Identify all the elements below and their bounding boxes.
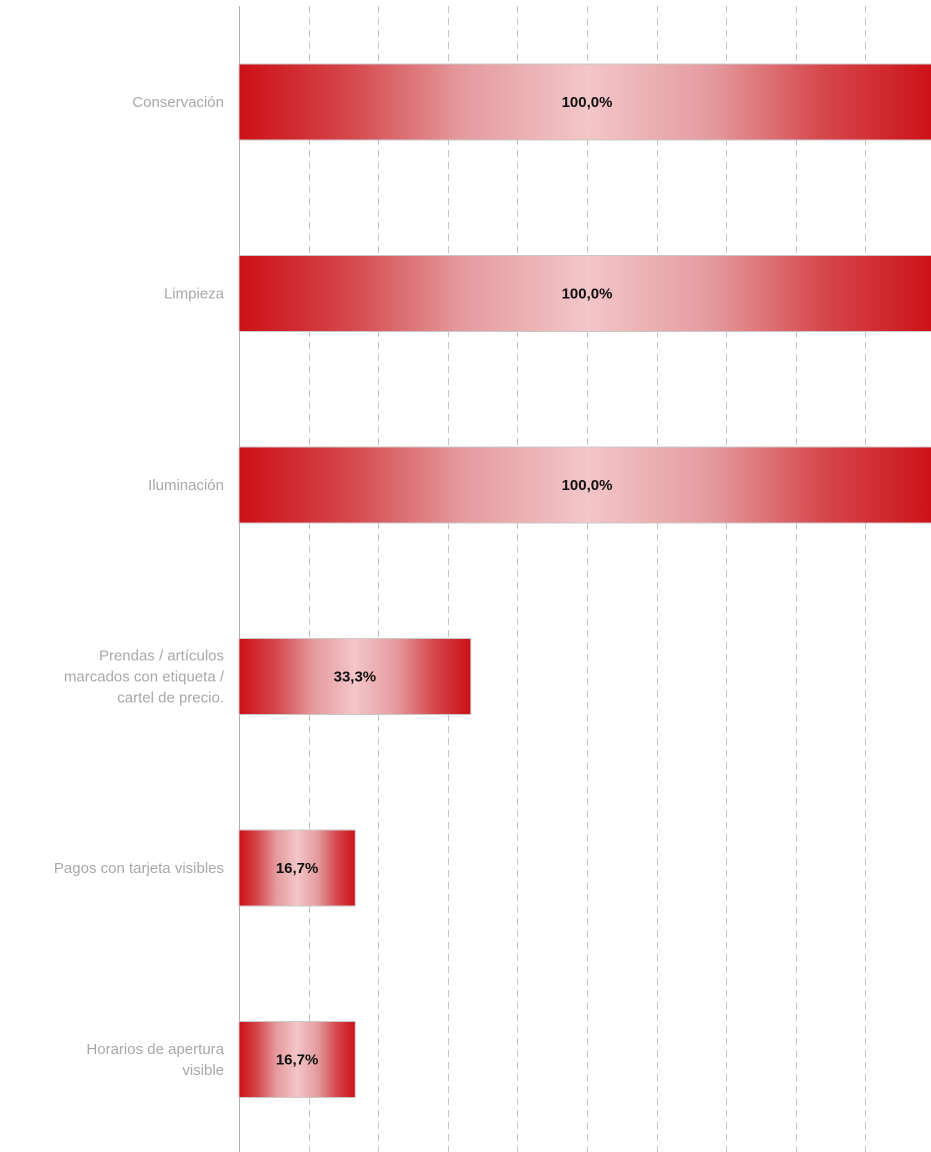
category-label: Prendas / artículos marcados con etiqueta… bbox=[64, 648, 225, 707]
bar bbox=[238, 446, 931, 524]
category-label-line: Conservación bbox=[132, 94, 224, 111]
category-label: Iluminación bbox=[148, 477, 224, 494]
bar bbox=[238, 638, 472, 715]
category-label: Horarios de apertura visible bbox=[86, 1041, 224, 1079]
category-label: Conservación bbox=[132, 94, 224, 111]
bars: 100,0% 100,0% 100,0% 33,3% 16,7% 16,7% bbox=[238, 63, 931, 1098]
bar bbox=[238, 63, 931, 141]
category-label-line: visible bbox=[182, 1062, 224, 1079]
category-label-line: Iluminación bbox=[148, 477, 224, 494]
gridlines bbox=[239, 6, 866, 1152]
bar-value-label: 100,0% bbox=[562, 94, 613, 111]
category-label: Limpieza bbox=[164, 286, 225, 303]
category-label-line: Prendas / artículos bbox=[99, 648, 224, 665]
category-label-line: Horarios de apertura bbox=[86, 1041, 224, 1058]
bar-value-label: 16,7% bbox=[276, 1052, 319, 1069]
bar-value-label: 16,7% bbox=[276, 860, 319, 877]
bar bbox=[238, 255, 931, 332]
category-label-line: marcados con etiqueta / bbox=[64, 669, 225, 686]
category-labels: Conservación Limpieza Iluminación Prendas /… bbox=[54, 94, 225, 1079]
category-label-line: Limpieza bbox=[164, 286, 225, 303]
bar bbox=[238, 1021, 356, 1098]
bar-value-label: 100,0% bbox=[562, 477, 613, 494]
category-label: Pagos con tarjeta visibles bbox=[54, 860, 224, 877]
category-label-line: cartel de precio. bbox=[117, 690, 224, 707]
bar-value-label: 100,0% bbox=[562, 286, 613, 303]
bar-value-label: 33,3% bbox=[334, 669, 377, 686]
bar bbox=[238, 829, 356, 907]
category-label-line: Pagos con tarjeta visibles bbox=[54, 860, 224, 877]
